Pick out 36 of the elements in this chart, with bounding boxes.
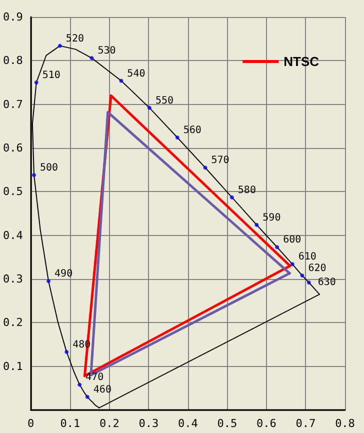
annotation: 500 (40, 162, 58, 174)
x-tick-label: 0 (28, 417, 34, 430)
y-tick-label: 0.4 (2, 228, 24, 242)
annotation: 570 (211, 155, 230, 166)
x-tick-label: 0.7 (296, 417, 316, 430)
annotation: 590 (262, 212, 281, 224)
annotation: 550 (155, 95, 174, 106)
x-tick-label: 0.8 (335, 417, 355, 430)
annotation: 520 (66, 33, 84, 44)
x-tick-label: 0.1 (60, 417, 80, 430)
annotation: 630 (318, 276, 336, 288)
annotation: 600 (283, 234, 302, 246)
y-tick-label: 0.5 (2, 185, 23, 198)
x-tick-label: 0.4 (178, 417, 198, 430)
annotation: 510 (42, 70, 60, 81)
annotation: 610 (298, 252, 316, 263)
y-tick-label: 0.3 (2, 272, 23, 286)
x-tick-label: 0.6 (256, 417, 276, 430)
y-tick-label: 0.7 (2, 98, 23, 111)
x-tick-label: 0.3 (138, 417, 159, 430)
annotation: 490 (54, 268, 73, 280)
legend-label: NTSC (284, 54, 320, 69)
annotation: 620 (308, 263, 326, 274)
annotation: 580 (238, 184, 256, 196)
y-tick-label: 0.9 (2, 10, 23, 24)
annotation: 460 (93, 384, 112, 396)
x-tick-label: 0.2 (99, 417, 120, 430)
annotation: 540 (127, 68, 146, 80)
annotation: 530 (98, 46, 116, 57)
y-tick-label: 0.6 (2, 142, 23, 154)
annotation: 560 (183, 125, 202, 136)
annotation: 470 (86, 372, 104, 384)
y-tick-label: 0.1 (2, 360, 23, 373)
y-tick-label: 0.2 (2, 316, 23, 330)
x-tick-label: 0.5 (217, 417, 238, 430)
y-tick-label: 0.8 (2, 54, 23, 68)
